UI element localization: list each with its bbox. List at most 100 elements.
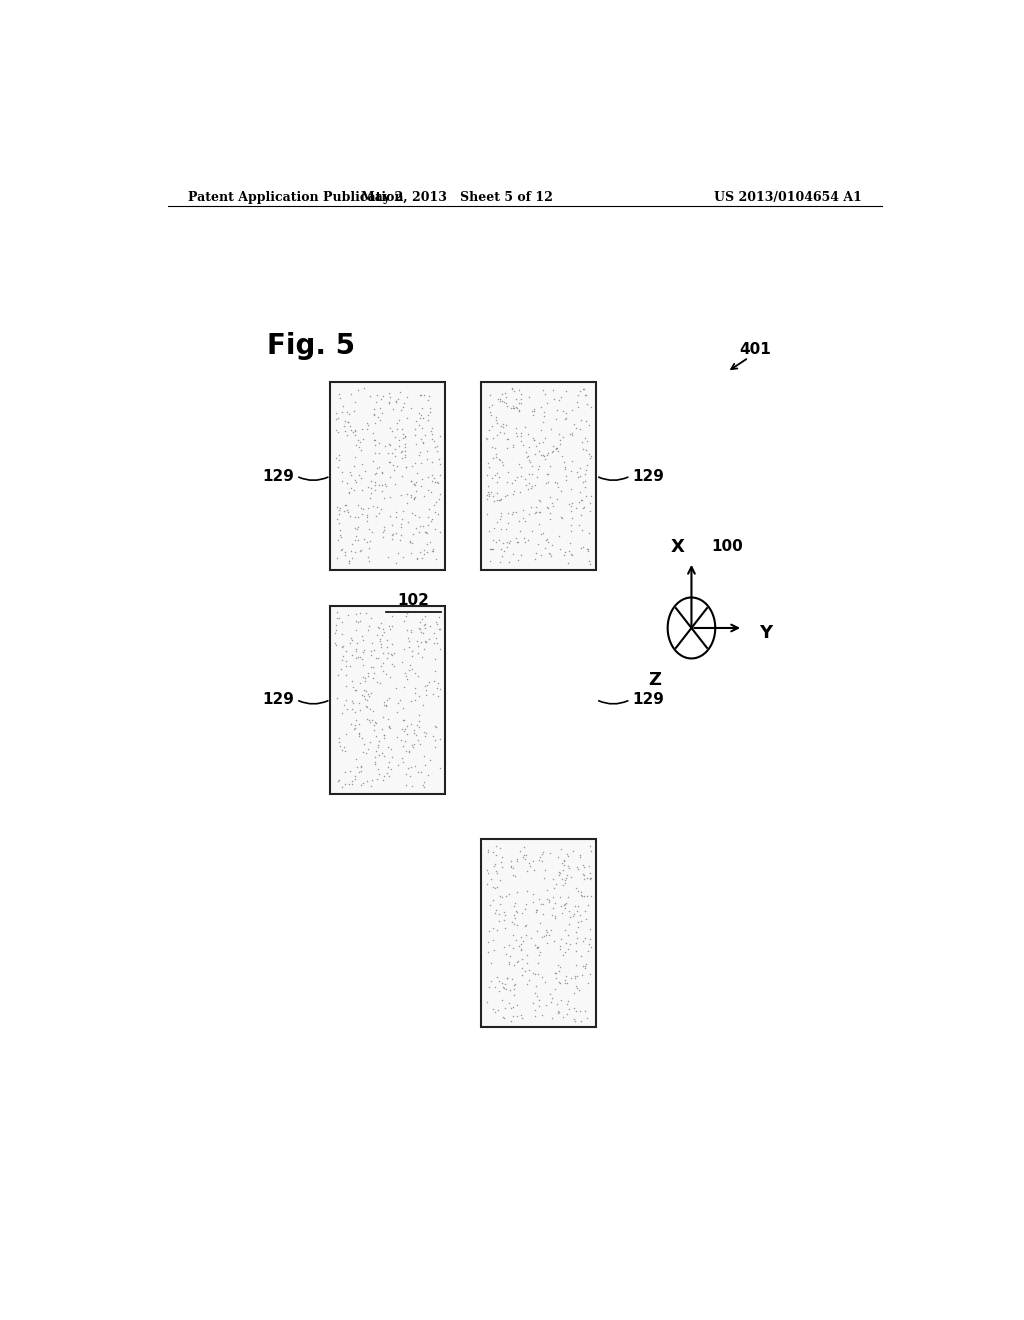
Point	[403, 619, 420, 640]
Point	[511, 453, 527, 474]
Point	[548, 409, 564, 430]
Point	[538, 384, 554, 405]
Point	[578, 411, 594, 432]
Point	[332, 735, 348, 756]
Point	[394, 396, 411, 417]
Point	[427, 737, 443, 758]
Point	[541, 891, 557, 912]
Point	[512, 383, 528, 404]
Point	[572, 1010, 589, 1031]
Point	[329, 602, 345, 623]
Point	[550, 1002, 566, 1023]
Point	[413, 762, 429, 783]
Point	[429, 473, 445, 494]
Point	[494, 384, 510, 405]
Point	[572, 845, 589, 866]
Point	[358, 532, 375, 553]
Point	[518, 446, 535, 467]
Point	[564, 906, 581, 927]
Point	[503, 397, 519, 418]
Point	[421, 498, 437, 519]
Point	[513, 466, 529, 487]
Point	[581, 540, 597, 561]
Point	[370, 758, 386, 779]
Point	[531, 433, 548, 454]
Point	[421, 671, 437, 692]
Point	[534, 843, 550, 865]
Point	[366, 656, 382, 677]
Point	[582, 933, 598, 954]
Text: 401: 401	[739, 342, 771, 356]
Point	[479, 463, 496, 484]
Point	[488, 876, 505, 898]
Point	[368, 391, 384, 412]
Point	[419, 675, 435, 696]
Point	[373, 636, 389, 657]
Point	[498, 392, 514, 413]
Point	[566, 982, 583, 1003]
Point	[552, 430, 568, 451]
Point	[358, 504, 375, 525]
Point	[575, 956, 592, 977]
Point	[396, 710, 413, 731]
Point	[367, 663, 383, 684]
Point	[578, 471, 594, 492]
Point	[483, 437, 500, 458]
Point	[337, 741, 353, 762]
Point	[424, 726, 440, 747]
Point	[403, 620, 420, 642]
Point	[341, 404, 357, 425]
Point	[423, 421, 439, 442]
Point	[346, 517, 362, 539]
Point	[384, 515, 400, 536]
Point	[499, 968, 515, 989]
Point	[496, 977, 512, 998]
Text: 129: 129	[263, 469, 295, 483]
Point	[523, 478, 540, 499]
Point	[582, 869, 598, 890]
Point	[393, 747, 410, 768]
Point	[560, 494, 577, 515]
Point	[359, 507, 376, 528]
Point	[532, 396, 549, 417]
Point	[365, 667, 381, 688]
Point	[341, 550, 357, 572]
Point	[494, 887, 510, 908]
Point	[413, 384, 429, 405]
Point	[376, 692, 392, 713]
Point	[481, 420, 498, 441]
Point	[488, 862, 505, 883]
Point	[369, 624, 385, 645]
Point	[575, 379, 592, 400]
Point	[566, 1010, 583, 1031]
Point	[488, 446, 505, 467]
Point	[563, 866, 580, 887]
Point	[396, 718, 413, 739]
Point	[492, 466, 508, 487]
Point	[408, 689, 424, 710]
Point	[569, 977, 586, 998]
Point	[526, 399, 543, 420]
Point	[559, 994, 575, 1015]
Point	[573, 537, 590, 558]
Point	[407, 663, 423, 684]
Point	[479, 475, 496, 496]
Point	[527, 964, 544, 985]
Point	[354, 504, 371, 525]
Point	[520, 449, 537, 470]
Point	[431, 449, 447, 470]
Point	[525, 404, 542, 425]
Point	[399, 668, 416, 689]
Point	[573, 519, 590, 540]
Point	[483, 970, 500, 991]
Point	[509, 467, 525, 488]
Point	[361, 531, 378, 552]
Point	[338, 723, 354, 744]
Point	[485, 486, 502, 507]
Point	[552, 862, 568, 883]
Point	[569, 965, 586, 986]
Point	[406, 719, 422, 741]
Point	[375, 619, 391, 640]
Point	[408, 471, 424, 492]
Point	[425, 684, 441, 705]
